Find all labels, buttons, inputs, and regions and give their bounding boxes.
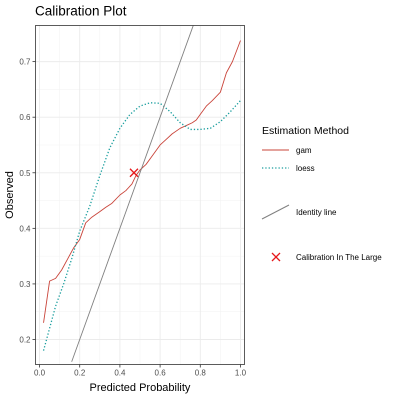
x-tick-label: 0.0 — [34, 369, 46, 378]
y-axis-title: Observed — [4, 171, 16, 219]
point-marker-calibration-in-the-large — [129, 168, 139, 178]
series-line-loess — [42, 100, 241, 351]
y-tick-label: 0.2 — [19, 335, 31, 344]
legend: Estimation Method gam loess Identity line C… — [261, 125, 382, 262]
plot-panel — [35, 25, 245, 365]
x-tick-label: 0.8 — [195, 369, 207, 378]
y-tick-label: 0.5 — [19, 169, 31, 178]
legend-label-identity-line: Identity line — [296, 208, 337, 217]
legend-title: Estimation Method — [262, 125, 349, 137]
legend-label-gam: gam — [296, 146, 312, 155]
legend-label-loess: loess — [296, 164, 315, 173]
calibration-in-the-large-layer — [129, 168, 139, 178]
x-axis: 0.0 0.2 0.4 0.6 0.8 1.0 — [34, 364, 247, 378]
series-lines — [42, 25, 241, 362]
x-tick-label: 1.0 — [235, 369, 247, 378]
y-tick-label: 0.4 — [19, 224, 31, 233]
x-tick-label: 0.2 — [74, 369, 86, 378]
chart-title: Calibration Plot — [35, 4, 127, 19]
series-line-gam — [43, 40, 241, 323]
y-tick-label: 0.7 — [19, 58, 31, 67]
plot-panel-border — [35, 25, 245, 365]
legend-key-identity-line — [261, 204, 290, 220]
series-line-identity-line — [71, 25, 194, 362]
point-marker-stroke — [129, 168, 139, 178]
legend-key-stroke — [271, 252, 281, 262]
y-tick-label: 0.6 — [19, 113, 31, 122]
x-tick-label: 0.4 — [114, 369, 126, 378]
legend-key-calibration-in-the-large — [271, 252, 281, 262]
minor-gridlines — [35, 25, 245, 365]
y-axis: 0.2 0.3 0.4 0.5 0.6 0.7 — [19, 58, 36, 344]
x-axis-title: Predicted Probability — [90, 382, 191, 394]
y-tick-label: 0.3 — [19, 280, 31, 289]
major-gridlines — [35, 25, 245, 365]
legend-label-calibration-in-the-large: Calibration In The Large — [296, 253, 382, 262]
x-tick-label: 0.6 — [155, 369, 167, 378]
